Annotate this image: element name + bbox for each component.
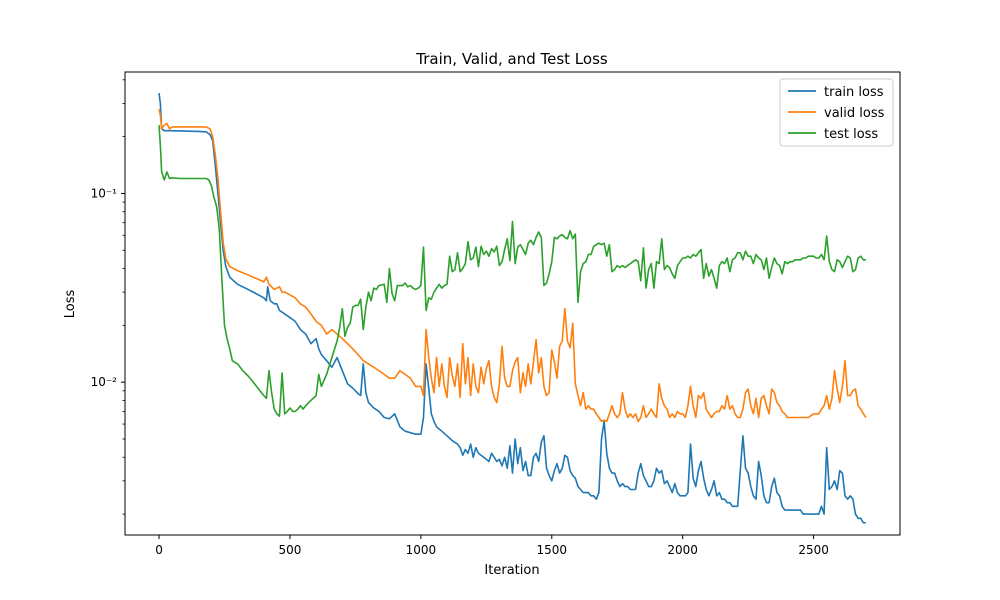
series-line-valid-loss — [158, 108, 867, 423]
x-tick-label: 1000 — [406, 543, 437, 557]
series-line-train-loss — [158, 93, 866, 524]
plot-frame — [124, 71, 901, 536]
y-axis-label: Loss — [63, 290, 78, 319]
x-tick-label: 500 — [278, 543, 301, 557]
x-tick-label: 2000 — [667, 543, 698, 557]
series-line-test-loss — [158, 125, 866, 418]
chart-title: Train, Valid, and Test Loss — [415, 50, 608, 68]
x-tick-label: 1500 — [537, 543, 568, 557]
series-layer — [158, 93, 867, 524]
legend-label: valid loss — [824, 106, 885, 121]
x-axis: 0 500 1000 1500 2000 2500 — [155, 535, 829, 557]
x-tick-label: 2500 — [798, 543, 829, 557]
y-tick-label: 10⁻¹ — [91, 186, 118, 200]
legend: train loss valid loss test loss — [779, 78, 894, 147]
y-tick-label: 10⁻² — [91, 375, 118, 389]
legend-box — [779, 78, 894, 147]
x-axis-label: Iteration — [484, 563, 539, 578]
legend-label: test loss — [824, 127, 878, 142]
x-tick-label: 0 — [155, 543, 163, 557]
legend-label: train loss — [824, 85, 884, 100]
y-axis: 10⁻¹ 10⁻² — [91, 79, 125, 515]
